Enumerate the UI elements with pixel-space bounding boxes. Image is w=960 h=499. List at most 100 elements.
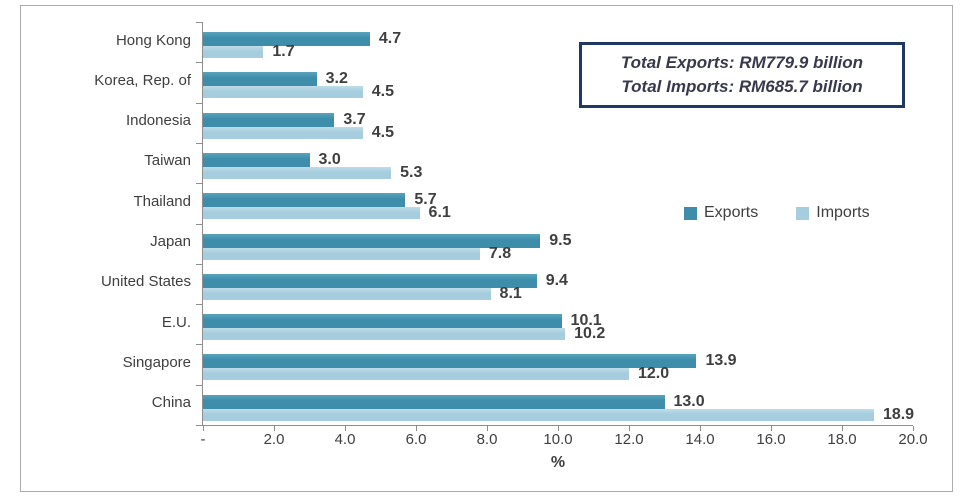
exports-value-label: 10.1 — [570, 312, 602, 330]
x-tick-label: 12.0 — [614, 431, 644, 448]
legend-item-imports: Imports — [796, 204, 870, 222]
x-tick-label: - — [200, 431, 206, 448]
exports-value-label: 5.7 — [414, 191, 437, 209]
x-tick-mark — [203, 426, 204, 431]
bar-row: China 13.0 18.9 — [152, 385, 915, 425]
bar-row: Thailand 5.7 6.1 — [133, 183, 913, 223]
category-label: Singapore — [122, 353, 191, 371]
category-label: United States — [100, 273, 191, 291]
imports-value-label: 10.2 — [574, 325, 606, 343]
exports-value-label: 3.7 — [343, 110, 366, 128]
legend-item-exports: Exports — [684, 204, 758, 222]
imports-value-label: 7.8 — [488, 244, 512, 262]
exports-value-label: 9.4 — [545, 271, 568, 289]
exports-bar — [203, 233, 541, 248]
bar-row: Hong Kong 4.7 1.7 — [116, 22, 913, 62]
category-label: China — [151, 394, 191, 412]
bar-row: United States 9.4 8.1 — [101, 264, 913, 304]
imports-bar — [203, 408, 874, 421]
x-tick-mark — [771, 426, 772, 431]
x-tick-label: 10.0 — [543, 431, 573, 448]
category-label: Japan — [150, 233, 191, 250]
totals-annotation-box: Total Exports: RM779.9 billion Total Imp… — [579, 42, 905, 108]
exports-bar — [203, 72, 317, 87]
exports-value-label: 4.7 — [378, 30, 402, 47]
category-label: E.U. — [161, 313, 191, 331]
y-tick-mark — [196, 304, 203, 305]
category-label: Indonesia — [125, 112, 191, 130]
imports-bar — [203, 207, 420, 220]
x-tick-label: 4.0 — [334, 431, 356, 448]
exports-value-label: 13.9 — [705, 352, 737, 370]
exports-value-label: 13.0 — [673, 392, 705, 410]
exports-bar — [203, 314, 562, 329]
exports-bar — [203, 112, 335, 127]
imports-value-label: 4.5 — [371, 83, 394, 101]
bar-row: Japan 9.5 7.8 — [150, 224, 913, 264]
exports-bar — [203, 152, 310, 167]
x-tick-mark — [558, 426, 559, 431]
exports-value-label: 3.2 — [325, 70, 348, 88]
exports-bar — [203, 32, 370, 46]
exports-color-swatch-icon — [684, 206, 697, 220]
bar-row: E.U. 10.1 10.2 — [162, 304, 913, 344]
y-tick-mark — [196, 344, 203, 345]
x-tick-label: 2.0 — [263, 431, 285, 448]
imports-value-label: 1.7 — [272, 43, 295, 60]
x-tick-mark — [700, 426, 701, 431]
x-tick-label: 18.0 — [827, 431, 857, 448]
y-tick-mark — [196, 62, 203, 63]
exports-value-label: 9.5 — [549, 231, 572, 249]
exports-bar — [203, 193, 406, 208]
x-tick-label: 6.0 — [405, 431, 427, 448]
bar-row: Taiwan 3.0 5.3 — [144, 143, 913, 183]
x-tick-mark — [274, 426, 275, 431]
imports-bar — [203, 287, 491, 300]
totals-imports-line: Total Imports: RM685.7 billion — [621, 77, 863, 96]
x-tick-label: 20.0 — [898, 431, 928, 448]
legend: Exports Imports — [684, 204, 870, 222]
imports-value-label: 6.1 — [428, 204, 451, 222]
category-label: Taiwan — [144, 152, 191, 170]
imports-color-swatch-icon — [796, 206, 810, 220]
imports-value-label: 4.5 — [371, 123, 394, 141]
x-tick-mark — [345, 426, 346, 431]
y-tick-mark — [196, 103, 203, 104]
plot-area: % Hong Kong 4.7 1.7 Korea, Rep. of 3.2 4.5 Ind… — [94, 22, 928, 471]
imports-bar — [203, 368, 629, 381]
bar-row: Singapore 13.9 12.0 — [123, 344, 913, 384]
y-tick-mark — [196, 183, 203, 184]
exports-bar — [203, 354, 697, 369]
imports-value-label: 8.1 — [499, 284, 522, 302]
imports-bar — [203, 126, 363, 139]
category-label: Thailand — [133, 192, 191, 210]
category-label: Hong Kong — [115, 31, 191, 49]
y-tick-mark — [196, 224, 203, 225]
y-tick-mark — [196, 264, 203, 265]
bar-row: Indonesia 3.7 4.5 — [126, 103, 913, 143]
x-tick-mark — [416, 426, 417, 431]
x-tick-label: 14.0 — [685, 431, 715, 448]
bar-row: Korea, Rep. of 3.2 4.5 — [94, 62, 913, 102]
x-tick-mark — [629, 426, 630, 431]
x-tick-mark — [487, 426, 488, 431]
x-tick-mark — [842, 426, 843, 431]
exports-bar — [203, 273, 537, 288]
y-tick-mark — [196, 143, 203, 144]
imports-bar — [203, 166, 392, 179]
totals-exports-line: Total Exports: RM779.9 billion — [620, 53, 864, 72]
exports-bar — [203, 394, 665, 409]
y-tick-mark — [196, 385, 203, 386]
imports-bar — [203, 46, 264, 58]
y-tick-mark — [196, 425, 203, 426]
x-tick-mark — [913, 426, 914, 431]
imports-value-label: 5.3 — [400, 163, 423, 181]
legend-label-imports: Imports — [816, 204, 870, 221]
imports-value-label: 18.9 — [882, 405, 915, 423]
exports-value-label: 3.0 — [318, 150, 341, 168]
imports-bar — [203, 247, 480, 260]
imports-bar — [203, 86, 363, 99]
y-tick-mark — [196, 22, 203, 23]
imports-value-label: 12.0 — [638, 365, 670, 383]
